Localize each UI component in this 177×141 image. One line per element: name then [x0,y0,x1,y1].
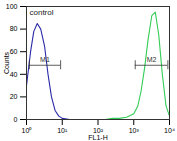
svg-text:20: 20 [10,93,18,100]
svg-text:M1: M1 [40,56,50,63]
svg-text:M2: M2 [147,56,157,63]
svg-text:10¹: 10¹ [57,127,68,134]
svg-text:60: 60 [10,48,18,55]
svg-text:Counts: Counts [3,51,10,74]
svg-text:10³: 10³ [129,127,140,134]
svg-text:40: 40 [10,71,18,78]
svg-text:0: 0 [14,116,18,123]
svg-text:control: control [30,8,54,17]
svg-text:80: 80 [10,25,18,32]
svg-text:FL1-H: FL1-H [88,134,107,141]
svg-text:10⁰: 10⁰ [22,127,33,134]
svg-text:10⁴: 10⁴ [164,127,175,134]
svg-text:10²: 10² [92,127,104,135]
svg-text:100: 100 [6,3,18,10]
